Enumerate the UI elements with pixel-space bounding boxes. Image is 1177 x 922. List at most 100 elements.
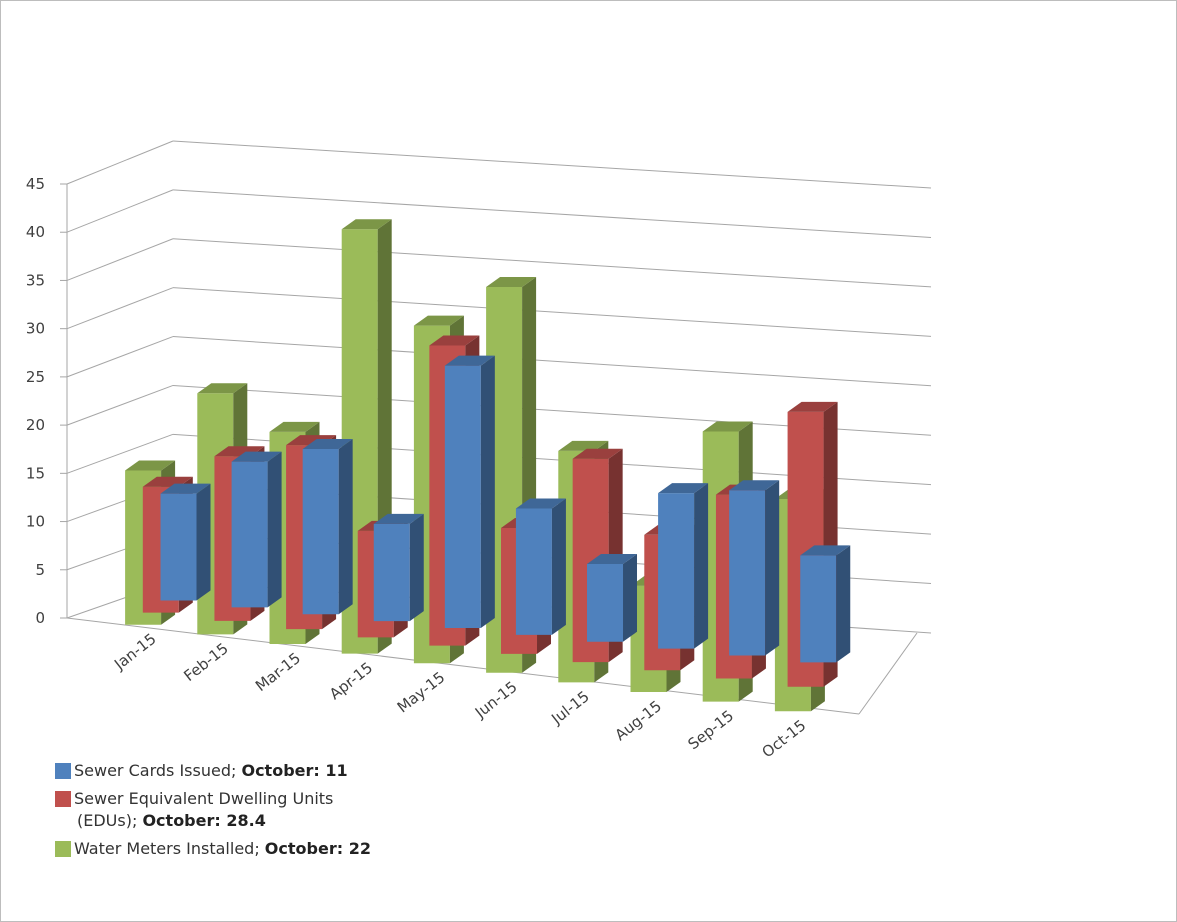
bar-top [558,440,609,451]
bar [444,355,495,628]
bar [729,480,780,656]
legend: Sewer Cards Issued; October: 11 Sewer Eq… [55,760,371,866]
legend-label-cont: (EDUs); [77,811,138,830]
bar-top [444,355,495,366]
bar-top [302,439,353,450]
x-tick-label: Mar-15 [252,649,304,695]
bar-side [623,553,638,642]
bar-chart-3d: 0 5 10 15 20 25 30 35 40 45 Jan-15 Feb-15 Mar-15 Apr-… [26,140,932,761]
legend-value: October: 11 [241,761,348,780]
bar-top [160,483,211,494]
bar-side [694,483,709,649]
bar-top [269,421,320,432]
gridline-side [66,336,174,378]
bar-top [486,277,537,288]
legend-label: Water Meters Installed; [74,839,260,858]
legend-value: October: 22 [264,839,371,858]
y-tick-label: 40 [26,223,45,241]
x-tick-label: Jan-15 [110,630,159,674]
gridline-side [66,384,174,426]
x-tick-label: Apr-15 [326,659,376,704]
legend-item-sewer-edus: Sewer Equivalent Dwelling Units (EDUs); … [55,788,371,832]
y-tick-label: 0 [35,609,45,627]
bar-top [572,448,623,459]
y-tick-label: 35 [26,271,45,289]
bar [302,439,353,615]
gridline-back [172,238,932,288]
y-tick-label: 30 [26,320,45,338]
bar [658,483,709,649]
gridline-side [66,140,174,185]
y-tick-label: 5 [35,561,45,579]
bar-top [515,498,566,509]
bar-front [231,461,268,608]
y-tick-labels: 0 5 10 15 20 25 30 35 40 45 [26,175,67,627]
bar-top [658,483,709,494]
gridline-side [66,189,174,233]
bar-side [196,483,211,601]
x-tick-label: Jun-15 [471,678,521,722]
bar-front [658,493,695,649]
bar-top [373,513,424,524]
bar [587,553,638,642]
bar [373,513,424,622]
bar-front [515,508,552,635]
bar-side [765,480,780,656]
gridline-side [66,238,174,281]
bar-top [702,421,753,432]
bar-top [341,219,392,230]
gridline-back [172,189,932,238]
bar-front [160,493,197,601]
legend-swatch-green [55,841,71,857]
bar-top [729,480,780,491]
bar-front [729,490,766,656]
bar-side [409,513,424,622]
x-tick-label: Aug-15 [611,697,664,744]
bar [515,498,566,635]
legend-value: October: 28.4 [142,811,266,830]
gridline-back [172,140,932,189]
y-tick-label: 15 [26,464,45,482]
legend-swatch-blue [55,763,71,779]
gridline-side [66,433,174,474]
bar-front [800,555,837,663]
legend-item-water-meters: Water Meters Installed; October: 22 [55,838,371,860]
bar-side [551,498,566,635]
y-tick-label: 45 [26,175,45,193]
gridline-back [172,287,932,337]
x-tick-label: Oct-15 [759,716,810,761]
bar-side [480,355,495,628]
bar-side [338,439,353,615]
bar-top [787,401,838,412]
x-tick-label: Jul-15 [547,687,592,728]
bar-top [800,545,851,556]
x-tick-label: Sep-15 [684,707,737,754]
y-tick-label: 25 [26,368,45,386]
gridline-back [172,336,932,387]
bar-top [231,451,282,462]
legend-swatch-red [55,791,71,807]
x-tick-label: Feb-15 [180,639,231,685]
bar-front [373,523,410,622]
y-tick-label: 10 [26,513,45,531]
depth-axis-line [858,632,918,715]
bar-top [587,553,638,564]
bar-top [429,335,480,346]
bar-side [836,545,851,663]
gridline-side [66,287,174,330]
bar-top [197,383,248,394]
y-tick-label: 20 [26,416,45,434]
x-tick-label: May-15 [394,668,449,716]
bar-top [125,460,176,471]
bar-front [587,563,624,642]
bar [160,483,211,601]
bar-top [413,315,464,326]
bar [231,451,282,608]
bars [125,219,851,712]
series-0 [160,355,851,663]
legend-label: Sewer Equivalent Dwelling Units [74,789,334,808]
bar-front [444,365,481,628]
bar-side [267,451,282,608]
legend-label: Sewer Cards Issued; [74,761,237,780]
